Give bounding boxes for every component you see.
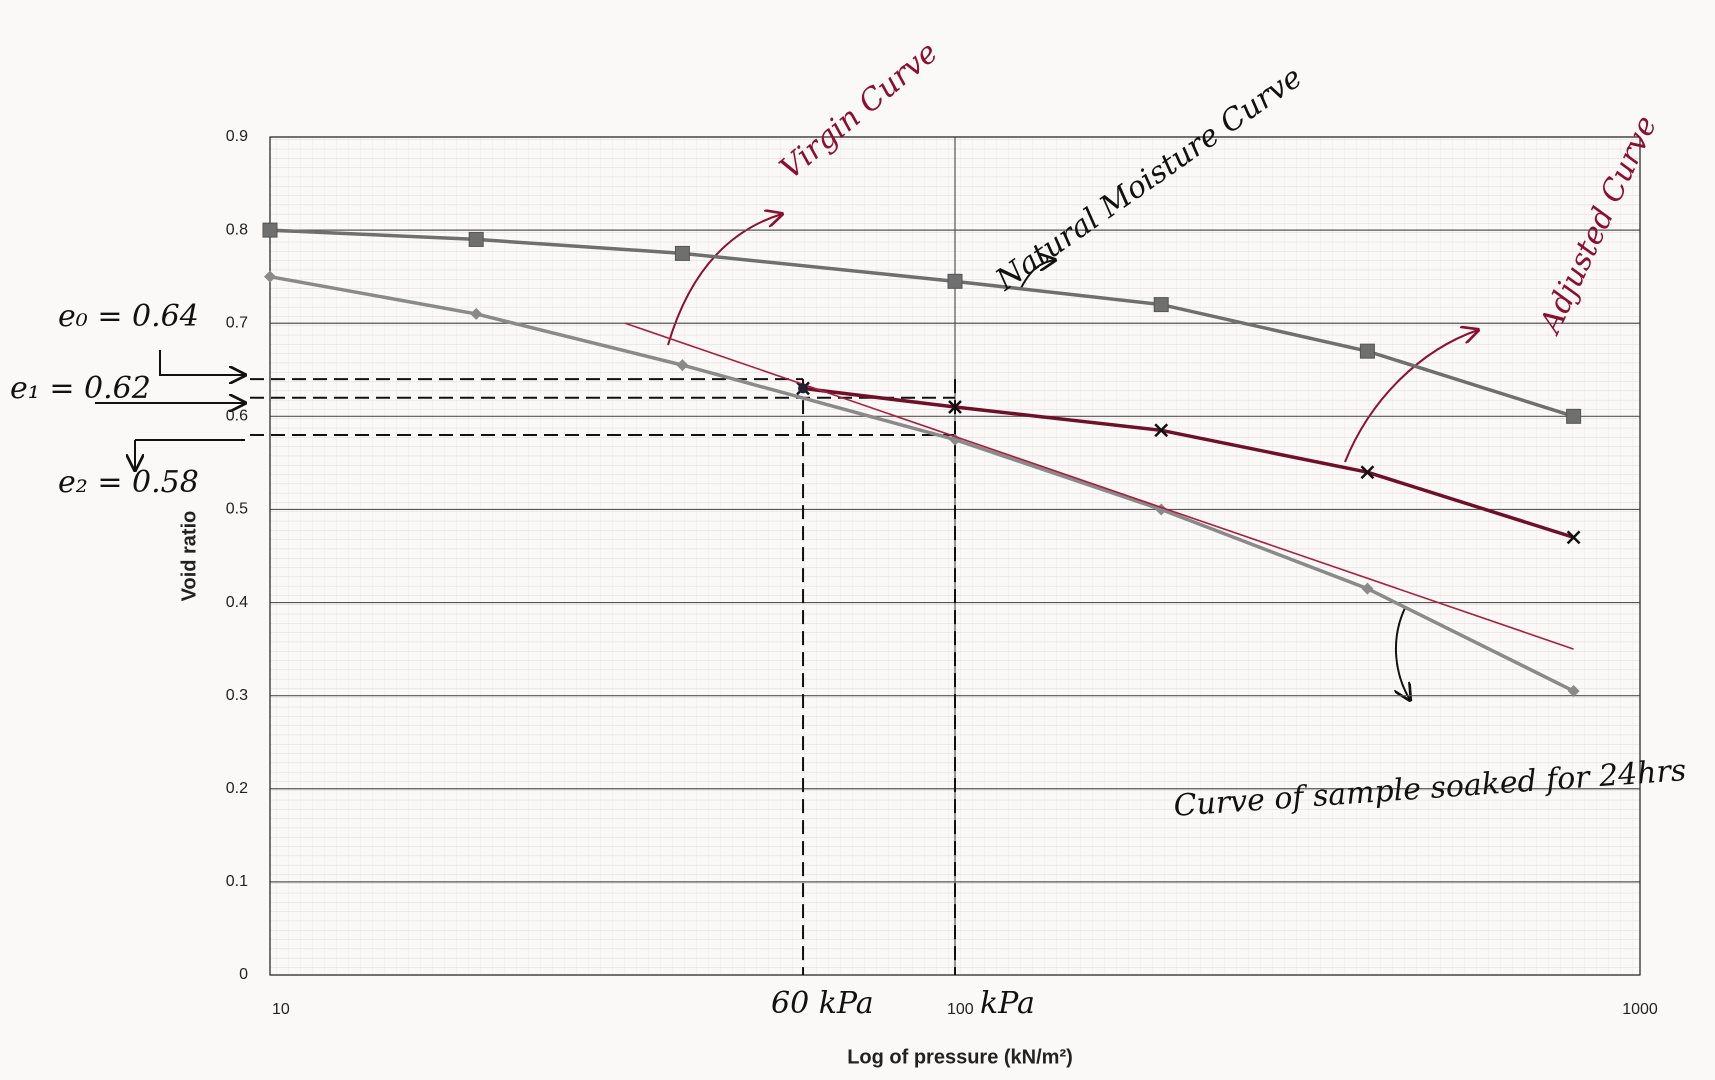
point bbox=[1359, 343, 1375, 359]
point bbox=[949, 433, 961, 446]
arrow bbox=[159, 350, 245, 375]
point bbox=[676, 359, 689, 372]
arrow bbox=[1019, 260, 1055, 291]
x-tick-label: 10 bbox=[272, 1001, 290, 1018]
point bbox=[947, 273, 963, 289]
y-tick-label: 0 bbox=[239, 966, 248, 983]
y-tick-label: 0.8 bbox=[226, 221, 248, 238]
y-tick-label: 0.9 bbox=[226, 128, 248, 145]
point bbox=[264, 270, 276, 283]
y-tick-label: 0.2 bbox=[226, 780, 248, 797]
series-line bbox=[624, 322, 1574, 650]
reference-label: e₁ = 0.62 bbox=[10, 371, 151, 406]
y-tick-label: 0.5 bbox=[226, 501, 248, 518]
x-tick-label: 100 bbox=[947, 1001, 974, 1018]
y-tick-label: 0.4 bbox=[226, 594, 248, 611]
arrow bbox=[1344, 330, 1478, 463]
pressure-label: 60 kPa bbox=[771, 986, 874, 1021]
pressure-label: kPa bbox=[980, 986, 1035, 1021]
point bbox=[1566, 530, 1581, 545]
reference-label: e₀ = 0.64 bbox=[58, 299, 199, 334]
annotation-arrows bbox=[95, 214, 1478, 700]
point bbox=[468, 231, 484, 247]
reference-label: e₂ = 0.58 bbox=[58, 465, 199, 500]
point bbox=[798, 383, 809, 394]
y-tick-label: 0.3 bbox=[226, 687, 248, 704]
x-tick-label: 1000 bbox=[1622, 1001, 1658, 1018]
y-tick-label: 0.6 bbox=[226, 408, 248, 425]
arrow bbox=[1396, 607, 1410, 700]
point bbox=[674, 245, 690, 261]
point bbox=[1361, 582, 1374, 595]
point bbox=[1567, 685, 1580, 698]
arrow bbox=[135, 439, 245, 470]
point bbox=[1360, 465, 1375, 480]
point bbox=[1153, 297, 1169, 313]
point bbox=[1154, 423, 1169, 438]
y-tick-label: 0.1 bbox=[226, 873, 248, 890]
point bbox=[470, 307, 483, 320]
point bbox=[948, 400, 962, 414]
y-axis-title: Void ratio bbox=[178, 511, 200, 602]
point bbox=[262, 222, 278, 238]
x-axis-title: Log of pressure (kN/m²) bbox=[847, 1046, 1073, 1068]
point bbox=[1566, 408, 1582, 424]
y-tick-label: 0.7 bbox=[226, 314, 248, 331]
